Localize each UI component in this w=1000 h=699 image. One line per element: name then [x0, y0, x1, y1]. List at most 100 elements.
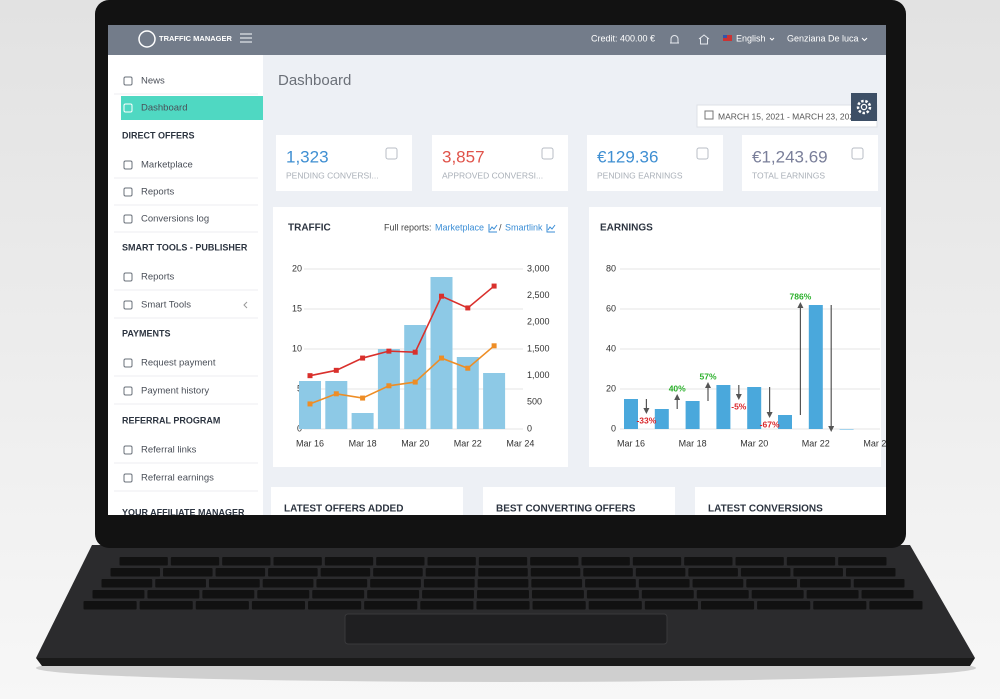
key[interactable]: [861, 590, 914, 599]
key[interactable]: [316, 579, 368, 588]
key[interactable]: [155, 579, 206, 588]
key[interactable]: [370, 579, 421, 588]
key[interactable]: [806, 590, 859, 599]
sidebar-item[interactable]: Dashboard: [141, 103, 187, 114]
key[interactable]: [364, 601, 418, 610]
key[interactable]: [585, 579, 636, 588]
key[interactable]: [268, 568, 318, 577]
key[interactable]: [208, 579, 260, 588]
key[interactable]: [262, 579, 314, 588]
key[interactable]: [92, 590, 145, 599]
key[interactable]: [163, 568, 213, 577]
key[interactable]: [251, 601, 306, 610]
kpi-value: €1,243.69: [752, 147, 828, 166]
key[interactable]: [367, 590, 420, 599]
x-tick-label: Mar 22: [802, 438, 830, 448]
key[interactable]: [478, 557, 528, 566]
sidebar-item[interactable]: Marketplace: [141, 160, 193, 171]
key[interactable]: [324, 557, 374, 566]
key[interactable]: [477, 590, 529, 599]
key[interactable]: [838, 557, 887, 566]
key[interactable]: [632, 557, 682, 566]
key[interactable]: [684, 557, 733, 566]
key[interactable]: [638, 579, 690, 588]
key[interactable]: [800, 579, 851, 588]
key[interactable]: [757, 601, 811, 610]
key[interactable]: [635, 568, 686, 577]
key[interactable]: [530, 568, 581, 577]
key[interactable]: [423, 579, 475, 588]
key[interactable]: [531, 590, 584, 599]
key[interactable]: [786, 557, 836, 566]
report-link[interactable]: Smartlink: [505, 222, 543, 232]
key[interactable]: [320, 568, 371, 577]
key[interactable]: [700, 601, 755, 610]
key[interactable]: [119, 557, 168, 566]
key[interactable]: [793, 568, 843, 577]
key[interactable]: [195, 601, 249, 610]
language[interactable]: English: [736, 33, 766, 43]
point: [439, 293, 444, 299]
key[interactable]: [147, 590, 200, 599]
key[interactable]: [478, 568, 528, 577]
key[interactable]: [420, 601, 474, 610]
sidebar-item[interactable]: Referral links: [141, 445, 197, 456]
sidebar-item[interactable]: Request payment: [141, 358, 216, 369]
key[interactable]: [422, 590, 475, 599]
sidebar-item[interactable]: News: [141, 76, 165, 87]
key[interactable]: [531, 579, 583, 588]
bell-icon[interactable]: [670, 35, 679, 44]
key[interactable]: [746, 579, 798, 588]
key[interactable]: [740, 568, 791, 577]
key[interactable]: [222, 557, 271, 566]
sidebar-item[interactable]: Referral earnings: [141, 473, 214, 484]
key[interactable]: [688, 568, 738, 577]
key[interactable]: [813, 601, 867, 610]
key[interactable]: [751, 590, 804, 599]
key[interactable]: [257, 590, 310, 599]
key[interactable]: [83, 601, 137, 610]
sidebar-item[interactable]: Payment history: [141, 386, 209, 397]
key[interactable]: [869, 601, 923, 610]
key[interactable]: [530, 557, 579, 566]
menu-button[interactable]: [240, 33, 252, 43]
sidebar-item[interactable]: Reports: [141, 272, 175, 283]
sidebar-item[interactable]: Smart Tools: [141, 300, 191, 311]
key[interactable]: [588, 601, 642, 610]
key[interactable]: [644, 601, 698, 610]
key[interactable]: [696, 590, 749, 599]
key[interactable]: [641, 590, 694, 599]
report-link[interactable]: Marketplace: [435, 222, 484, 232]
key[interactable]: [845, 568, 896, 577]
key[interactable]: [202, 590, 255, 599]
key[interactable]: [273, 557, 322, 566]
key[interactable]: [170, 557, 220, 566]
key[interactable]: [308, 601, 362, 610]
key[interactable]: [532, 601, 586, 610]
key[interactable]: [735, 557, 784, 566]
key[interactable]: [215, 568, 266, 577]
caret: [769, 37, 775, 41]
key[interactable]: [312, 590, 365, 599]
sidebar-item[interactable]: Conversions log: [141, 214, 209, 225]
key[interactable]: [376, 557, 425, 566]
key[interactable]: [373, 568, 423, 577]
key[interactable]: [581, 557, 630, 566]
key[interactable]: [476, 601, 530, 610]
home-icon[interactable]: [698, 34, 710, 45]
key[interactable]: [101, 579, 153, 588]
sidebar-heading: REFERRAL PROGRAM: [122, 415, 220, 425]
key[interactable]: [427, 557, 476, 566]
user-name[interactable]: Genziana De luca: [787, 33, 859, 43]
key[interactable]: [477, 579, 529, 588]
key[interactable]: [692, 579, 744, 588]
settings-button[interactable]: [851, 93, 877, 121]
key[interactable]: [110, 568, 161, 577]
key[interactable]: [139, 601, 193, 610]
sidebar-item[interactable]: Reports: [141, 187, 175, 198]
key[interactable]: [425, 568, 476, 577]
key[interactable]: [583, 568, 633, 577]
key[interactable]: [853, 579, 905, 588]
key[interactable]: [586, 590, 639, 599]
bar: [654, 409, 669, 429]
